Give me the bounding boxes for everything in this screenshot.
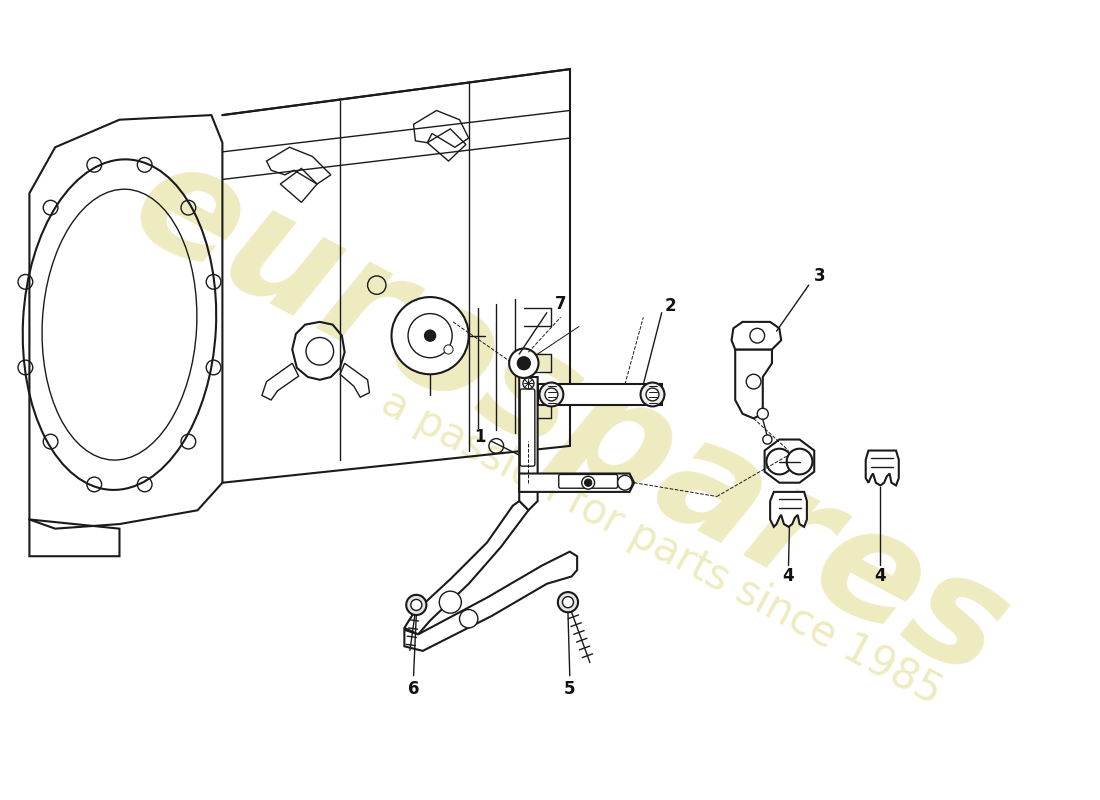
Circle shape: [562, 597, 573, 608]
Circle shape: [746, 374, 761, 389]
Circle shape: [757, 408, 768, 419]
Polygon shape: [764, 439, 814, 482]
Circle shape: [544, 388, 558, 401]
Polygon shape: [519, 474, 634, 492]
Polygon shape: [519, 377, 538, 510]
Circle shape: [786, 449, 813, 474]
Circle shape: [750, 328, 764, 343]
Circle shape: [392, 297, 469, 374]
Circle shape: [444, 345, 453, 354]
Circle shape: [410, 599, 421, 610]
Polygon shape: [866, 450, 899, 486]
Polygon shape: [732, 322, 781, 350]
Circle shape: [509, 349, 539, 378]
Circle shape: [539, 382, 563, 406]
FancyBboxPatch shape: [520, 389, 535, 466]
Text: 6: 6: [408, 679, 419, 698]
Text: 2: 2: [666, 298, 676, 315]
Circle shape: [617, 475, 632, 490]
Text: a passion for parts since 1985: a passion for parts since 1985: [374, 381, 949, 714]
Circle shape: [646, 388, 659, 401]
Text: 1: 1: [474, 428, 485, 446]
Text: 5: 5: [564, 679, 575, 698]
Polygon shape: [405, 501, 528, 634]
Circle shape: [406, 595, 427, 615]
Circle shape: [582, 476, 595, 489]
Circle shape: [517, 357, 530, 370]
Text: eurospares: eurospares: [108, 126, 1031, 711]
Circle shape: [306, 338, 333, 365]
Text: 4: 4: [874, 567, 887, 586]
Circle shape: [762, 435, 772, 444]
Circle shape: [425, 330, 436, 341]
Text: 7: 7: [554, 294, 566, 313]
Circle shape: [767, 449, 792, 474]
Text: 3: 3: [814, 267, 826, 285]
Circle shape: [439, 591, 461, 614]
Circle shape: [408, 314, 452, 358]
Text: 4: 4: [783, 567, 794, 586]
Polygon shape: [405, 552, 578, 651]
Circle shape: [558, 592, 579, 612]
Circle shape: [584, 479, 592, 486]
FancyBboxPatch shape: [559, 474, 617, 488]
Polygon shape: [538, 384, 662, 405]
Circle shape: [640, 382, 664, 406]
Polygon shape: [770, 492, 807, 527]
Polygon shape: [735, 350, 772, 418]
Circle shape: [460, 610, 477, 628]
Circle shape: [522, 378, 534, 389]
